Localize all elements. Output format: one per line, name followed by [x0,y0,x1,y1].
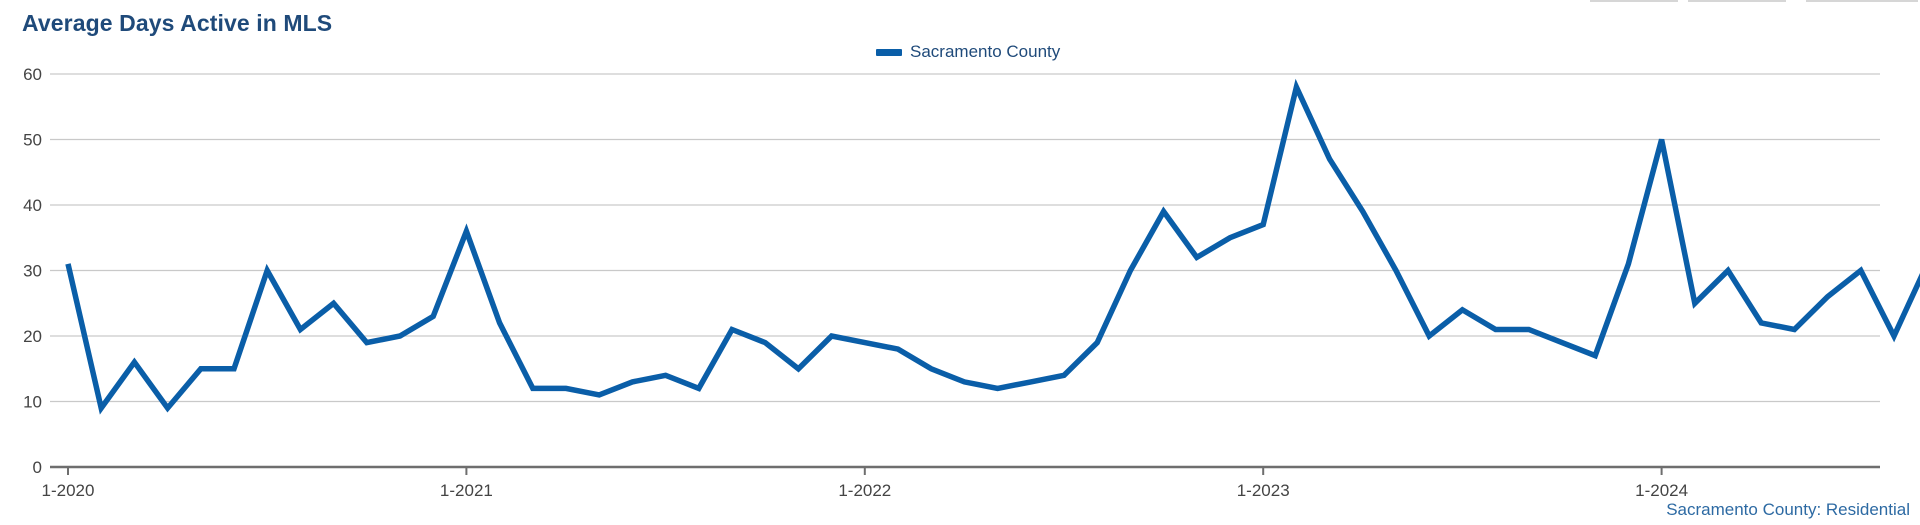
data-point[interactable] [259,263,275,279]
legend-label: Sacramento County [910,42,1061,61]
data-point[interactable] [1056,367,1072,383]
data-point[interactable] [1521,321,1537,337]
data-point[interactable] [93,400,109,416]
data-point[interactable] [1853,263,1869,279]
data-point[interactable] [890,341,906,357]
data-point[interactable] [160,400,176,416]
chart-title: Average Days Active in MLS [22,10,333,36]
x-tick-label: 1-2022 [838,481,891,500]
x-tick-label: 1-2020 [42,481,95,500]
y-tick-label: 50 [23,131,42,150]
data-point[interactable] [1786,321,1802,337]
data-point[interactable] [1620,256,1636,272]
data-point[interactable] [1189,249,1205,265]
data-point[interactable] [658,367,674,383]
data-point[interactable] [1488,321,1504,337]
data-point[interactable] [1654,132,1670,148]
data-point[interactable] [126,354,142,370]
data-point[interactable] [458,223,474,239]
data-point[interactable] [1587,348,1603,364]
data-point[interactable] [1753,315,1769,331]
top-tab-1[interactable] [1590,0,1678,2]
data-point[interactable] [226,361,242,377]
series-line[interactable] [65,78,1920,415]
y-tick-label: 40 [23,196,42,215]
chart-footer-note: Sacramento County: Residential [1666,500,1910,519]
data-point[interactable] [425,308,441,324]
data-point[interactable] [956,374,972,390]
y-tick-label: 60 [23,65,42,84]
x-tick-label: 1-2021 [440,481,493,500]
top-tab-3[interactable] [1806,0,1918,2]
data-point[interactable] [1023,374,1039,390]
data-point[interactable] [193,361,209,377]
y-tick-label: 20 [23,327,42,346]
data-point[interactable] [824,328,840,344]
data-point[interactable] [1255,217,1271,233]
data-point[interactable] [1156,204,1172,220]
data-point[interactable] [1388,263,1404,279]
data-point[interactable] [790,361,806,377]
data-point[interactable] [1089,335,1105,351]
data-point[interactable] [60,256,76,272]
data-point[interactable] [1687,295,1703,311]
data-point[interactable] [990,380,1006,396]
data-point[interactable] [1122,263,1138,279]
data-point[interactable] [1421,328,1437,344]
data-point[interactable] [1288,79,1304,95]
y-tick-label: 30 [23,262,42,281]
data-point[interactable] [1554,335,1570,351]
data-point[interactable] [1222,230,1238,246]
data-point[interactable] [392,328,408,344]
data-point[interactable] [724,321,740,337]
data-point[interactable] [1720,263,1736,279]
y-tick-label: 10 [23,393,42,412]
chart-legend[interactable]: Sacramento County [876,42,1060,62]
data-point[interactable] [1322,151,1338,167]
data-point[interactable] [624,374,640,390]
data-point[interactable] [525,380,541,396]
data-point[interactable] [359,335,375,351]
data-point[interactable] [1886,328,1902,344]
top-tab-2[interactable] [1688,0,1786,2]
data-point[interactable] [757,335,773,351]
data-point[interactable] [591,387,607,403]
x-tick-label: 1-2024 [1635,481,1688,500]
data-point[interactable] [326,295,342,311]
data-point[interactable] [558,380,574,396]
data-point[interactable] [691,380,707,396]
x-tick-label: 1-2023 [1237,481,1290,500]
data-point[interactable] [292,321,308,337]
data-point[interactable] [1820,289,1836,305]
data-point[interactable] [857,335,873,351]
data-point[interactable] [1355,204,1371,220]
data-point[interactable] [1454,302,1470,318]
data-point[interactable] [492,315,508,331]
data-point[interactable] [923,361,939,377]
legend-swatch [876,48,902,56]
y-tick-label: 0 [33,458,42,477]
